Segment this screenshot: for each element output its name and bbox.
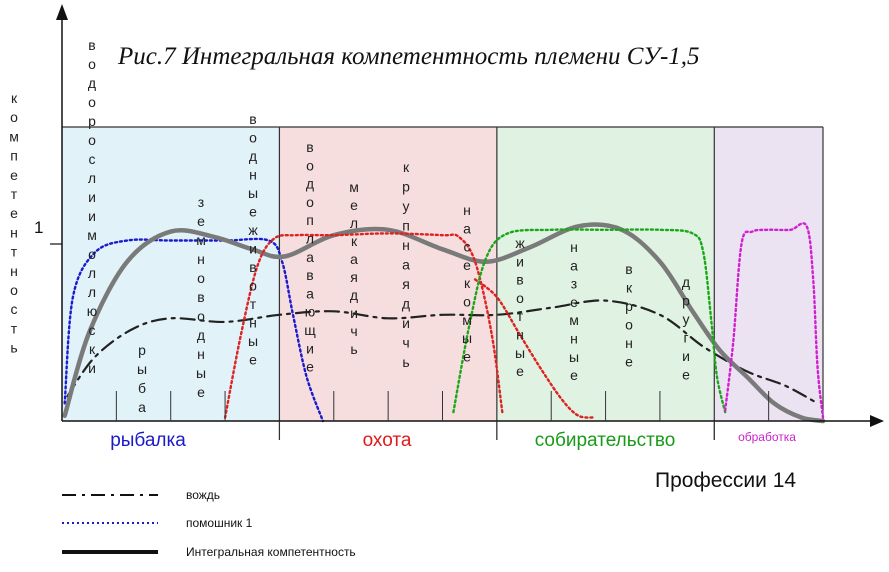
category-label: обработка	[738, 430, 796, 444]
category-label: охота	[363, 430, 412, 451]
y-axis-arrow	[56, 4, 68, 20]
x-axis-label: Профессии 14	[655, 469, 796, 492]
category-label: рыбалка	[110, 430, 186, 451]
legend-label: вождь	[186, 488, 220, 502]
series-line-3	[223, 232, 504, 419]
category-labels: рыбалка охота собирательство обработка	[110, 430, 796, 451]
series-lines	[62, 222, 826, 424]
legend-label: помошник 1	[186, 516, 253, 530]
x-axis-arrow	[870, 415, 884, 427]
series-line-6	[724, 222, 825, 419]
category-bands	[62, 127, 823, 421]
series-line-0	[66, 299, 819, 405]
category-label: собирательство	[535, 430, 676, 451]
chart-title: Рис.7 Интегральная компетентность племен…	[117, 43, 700, 70]
series-line-4	[473, 278, 596, 419]
profession-labels: в о д о р о с л и и м о л л ю с к и р ы б а з е м н о в о д н ы е в о д н ы е ж…	[87, 37, 690, 415]
series-line-5	[452, 228, 727, 414]
category-band-3	[714, 127, 823, 421]
axes	[50, 4, 884, 440]
category-band-0	[62, 127, 280, 421]
y-tick-label: 1	[34, 218, 43, 237]
plot-frame	[62, 126, 824, 440]
legend: вождь помошник 1 Интегральная компетентнос…	[62, 488, 356, 559]
series-line-2	[62, 222, 826, 424]
category-band-2	[496, 127, 715, 421]
legend-label: Интегральная компетентность	[186, 545, 356, 559]
